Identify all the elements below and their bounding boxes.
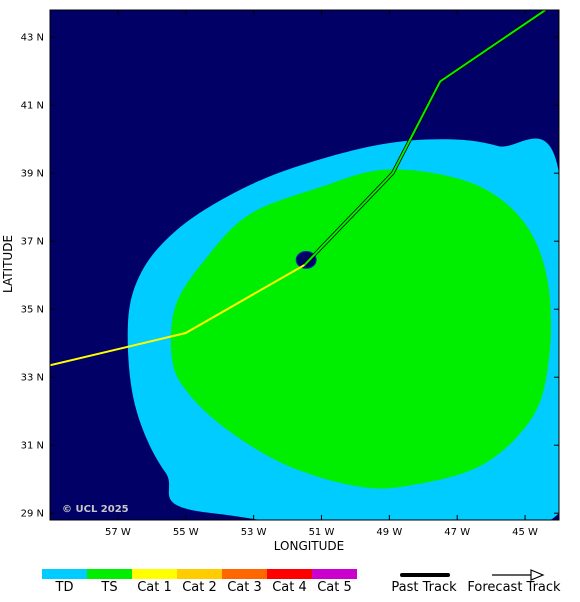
legend-swatch-cat-4 — [267, 569, 312, 579]
category-legend: TD TS Cat 1 Cat 2 Cat 3 Cat 4 Cat 5 — [42, 569, 357, 595]
map-plot-area: © UCL 2025 — [50, 10, 559, 520]
y-axis-title: LATITUDE — [1, 235, 15, 293]
past-track-legend: Past Track — [391, 573, 457, 595]
forecast-track-legend: Forecast Track — [467, 569, 561, 595]
x-tick-label: 53 W — [241, 527, 267, 538]
x-tick-label: 55 W — [173, 527, 199, 538]
y-tick-label: 33 N — [21, 373, 44, 384]
legend-label-cat-2: Cat 2 — [182, 580, 217, 595]
y-tick-label: 43 N — [21, 33, 44, 44]
forecast-track-label: Forecast Track — [467, 580, 561, 595]
y-tick-label: 41 N — [21, 101, 44, 112]
wind-field-ts — [170, 169, 551, 489]
legend-swatch-cat-3 — [222, 569, 267, 579]
x-tick-label: 57 W — [105, 527, 131, 538]
x-axis: 57 W 55 W 53 W 51 W 49 W 47 W 45 W — [105, 10, 538, 538]
track-layer — [50, 10, 547, 367]
legend-label-cat-4: Cat 4 — [272, 580, 307, 595]
legend-swatch-ts — [87, 569, 132, 579]
x-tick-label: 45 W — [512, 527, 538, 538]
x-tick-label: 49 W — [376, 527, 402, 538]
plot-frame — [49, 9, 560, 521]
past-track-line — [50, 264, 305, 367]
past-track-label: Past Track — [391, 580, 457, 595]
wind-field-layer — [127, 138, 559, 520]
forecast-arrow-head — [530, 569, 545, 581]
copyright-label: © UCL 2025 — [62, 504, 129, 515]
x-tick-label: 47 W — [444, 527, 470, 538]
legend: TD TS Cat 1 Cat 2 Cat 3 Cat 4 Cat 5 Past Track… — [42, 569, 561, 595]
forecast-track-line — [303, 10, 546, 266]
y-tick-label: 35 N — [21, 305, 44, 316]
legend-swatch-td — [42, 569, 87, 579]
y-tick-label: 29 N — [21, 509, 44, 520]
legend-swatch-cat-1 — [132, 569, 177, 579]
y-tick-label: 37 N — [21, 237, 44, 248]
legend-label-cat-5: Cat 5 — [317, 580, 352, 595]
legend-swatch-cat-5 — [312, 569, 357, 579]
y-axis: 29 N 31 N 33 N 35 N 37 N 39 N 41 N 43 N — [21, 33, 559, 520]
legend-label-ts: TS — [100, 580, 117, 595]
legend-label-td: TD — [55, 580, 74, 595]
legend-label-cat-1: Cat 1 — [137, 580, 172, 595]
legend-label-cat-3: Cat 3 — [227, 580, 262, 595]
y-tick-label: 39 N — [21, 169, 44, 180]
x-axis-title: LONGITUDE — [274, 539, 344, 553]
legend-swatch-cat-2 — [177, 569, 222, 579]
x-tick-label: 51 W — [309, 527, 335, 538]
y-tick-label: 31 N — [21, 441, 44, 452]
